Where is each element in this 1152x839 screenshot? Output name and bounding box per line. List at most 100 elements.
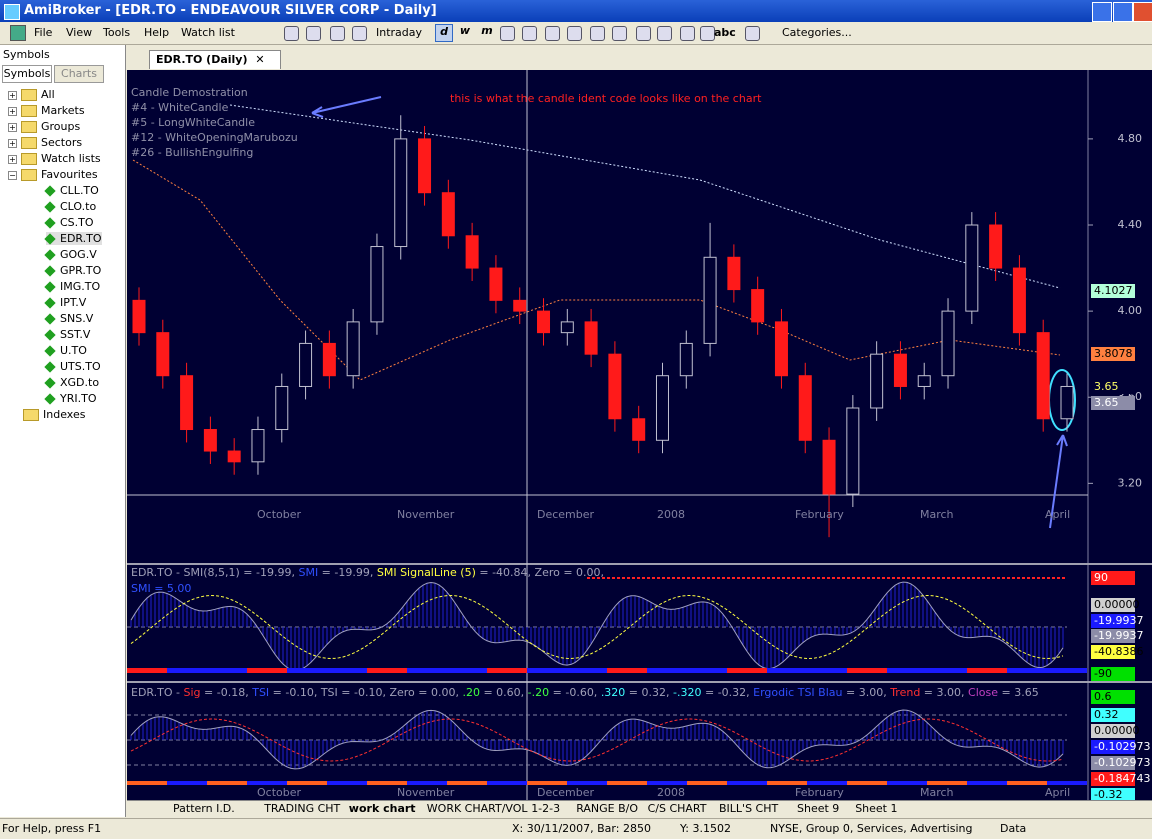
toolbar-icon[interactable] xyxy=(657,26,672,41)
symbol-item[interactable]: CS.TO xyxy=(44,216,94,229)
tree-folder[interactable]: + Sectors xyxy=(8,136,82,149)
sheet-tab[interactable]: Sheet 1 xyxy=(855,802,898,815)
trend-strip xyxy=(287,781,327,785)
menu-icon xyxy=(10,25,26,41)
symbol-item[interactable]: SNS.V xyxy=(44,312,94,325)
trend-strip xyxy=(927,668,967,673)
toolbar-icon[interactable] xyxy=(612,26,627,41)
menu-item[interactable]: Watch list xyxy=(181,26,235,39)
symbol-label: UTS.TO xyxy=(60,360,101,373)
candle-body xyxy=(203,429,217,452)
trend-strip xyxy=(847,668,887,673)
folder-label: Groups xyxy=(41,120,81,133)
symbol-item[interactable]: IMG.TO xyxy=(44,280,100,293)
toolbar-icon[interactable] xyxy=(567,26,582,41)
toolbar-icon[interactable] xyxy=(500,26,515,41)
toolbar-icon[interactable] xyxy=(306,26,321,41)
toolbar-icon[interactable] xyxy=(745,26,760,41)
header-segment: = 3.00, xyxy=(843,686,891,699)
header-segment: Close xyxy=(968,686,998,699)
trend-strip xyxy=(527,668,567,673)
sheet-tab[interactable]: work chart xyxy=(348,802,416,815)
toolbar-icon[interactable] xyxy=(545,26,560,41)
menu-item[interactable]: Help xyxy=(144,26,170,39)
symbol-icon xyxy=(44,217,56,229)
toolbar-icon[interactable] xyxy=(680,26,695,41)
header-segment: = 3.00, xyxy=(920,686,968,699)
interval-button[interactable]: m xyxy=(481,24,493,37)
trend-strip xyxy=(167,668,207,673)
interval-button[interactable]: d xyxy=(435,24,453,42)
x-axis-label: October xyxy=(257,786,301,799)
menu-item[interactable]: File xyxy=(34,26,53,39)
symbol-label: SNS.V xyxy=(60,312,94,325)
status-field: Data xyxy=(1000,822,1027,835)
symbol-item[interactable]: U.TO xyxy=(44,344,87,357)
x-axis-label: October xyxy=(257,508,301,521)
symbol-item[interactable]: EDR.TO xyxy=(44,232,102,245)
intraday-button[interactable]: Intraday xyxy=(376,26,423,39)
menu-item[interactable]: Tools xyxy=(103,26,131,39)
symbol-item[interactable]: IPT.V xyxy=(44,296,86,309)
menu-item[interactable]: View xyxy=(66,26,93,39)
candle-body xyxy=(227,450,241,463)
symbol-icon xyxy=(44,201,56,213)
tree-folder[interactable]: Indexes xyxy=(23,408,85,421)
trend-strip xyxy=(767,668,807,673)
y-tick-label: 4.00 xyxy=(1118,304,1143,317)
symbol-label: GOG.V xyxy=(60,248,97,261)
candle-body xyxy=(489,267,503,301)
tree-folder[interactable]: + Groups xyxy=(8,120,80,133)
symbol-item[interactable]: GOG.V xyxy=(44,248,97,261)
trend-strip xyxy=(327,781,367,785)
document-tab[interactable]: EDR.TO (Daily) ✕ xyxy=(149,50,281,69)
symbol-item[interactable]: CLO.to xyxy=(44,200,96,213)
interval-button[interactable]: w xyxy=(459,24,471,37)
symbol-item[interactable]: UTS.TO xyxy=(44,360,101,373)
candle-body xyxy=(941,310,955,377)
symbol-item[interactable]: XGD.to xyxy=(44,376,99,389)
symbol-item[interactable]: YRI.TO xyxy=(44,392,96,405)
tree-folder[interactable]: + Markets xyxy=(8,104,85,117)
folder-label: Sectors xyxy=(41,136,83,149)
toolbar-icon[interactable] xyxy=(700,26,715,41)
sheet-tab[interactable]: Sheet 9 xyxy=(797,802,840,815)
toolbar-icon[interactable] xyxy=(330,26,345,41)
sheet-tab[interactable]: Pattern I.D. xyxy=(173,802,235,815)
trend-strip xyxy=(407,781,447,785)
symbol-label: GPR.TO xyxy=(60,264,102,277)
sheet-tab[interactable]: 1-2-3 xyxy=(531,802,561,815)
x-axis-label: December xyxy=(537,508,595,521)
text-tool-button[interactable]: abc xyxy=(714,26,736,39)
toolbar-icon[interactable] xyxy=(284,26,299,41)
y-tick-label: 3.20 xyxy=(1118,476,1143,489)
sheet-tab[interactable]: C/S CHART xyxy=(647,802,707,815)
smi-signal-line xyxy=(130,595,1064,660)
toolbar-icon[interactable] xyxy=(636,26,651,41)
symbol-item[interactable]: SST.V xyxy=(44,328,90,341)
sheet-tab[interactable]: RANGE B/O xyxy=(576,802,639,815)
panel-tab[interactable]: Symbols xyxy=(2,65,52,83)
toolbar-icon[interactable] xyxy=(590,26,605,41)
sheet-tab[interactable]: WORK CHART/VOL xyxy=(426,802,528,815)
tree-folder[interactable]: + All xyxy=(8,88,55,101)
toolbar-icon[interactable] xyxy=(522,26,537,41)
app-icon xyxy=(4,4,20,20)
value-box-label: 90 xyxy=(1094,571,1108,584)
tree-folder[interactable]: − Favourites xyxy=(8,168,98,181)
value-box-label: -40.8386 xyxy=(1094,645,1143,658)
close-button[interactable] xyxy=(1133,2,1152,22)
maximize-button[interactable] xyxy=(1113,2,1133,22)
toolbar-icon[interactable] xyxy=(352,26,367,41)
status-field: X: 30/11/2007, Bar: 2850 xyxy=(512,822,651,835)
symbol-item[interactable]: GPR.TO xyxy=(44,264,102,277)
header-segment: TSI xyxy=(251,686,269,699)
sheet-tab[interactable]: TRADING CHT xyxy=(264,802,341,815)
tree-folder[interactable]: + Watch lists xyxy=(8,152,101,165)
categories-button[interactable]: Categories... xyxy=(782,26,852,39)
symbol-item[interactable]: CLL.TO xyxy=(44,184,99,197)
header-segment: SMI SignalLine (5) xyxy=(377,566,476,579)
panel-tab[interactable]: Charts xyxy=(54,65,104,83)
sheet-tab[interactable]: BILL'S CHT xyxy=(719,802,779,815)
minimize-button[interactable] xyxy=(1092,2,1112,22)
